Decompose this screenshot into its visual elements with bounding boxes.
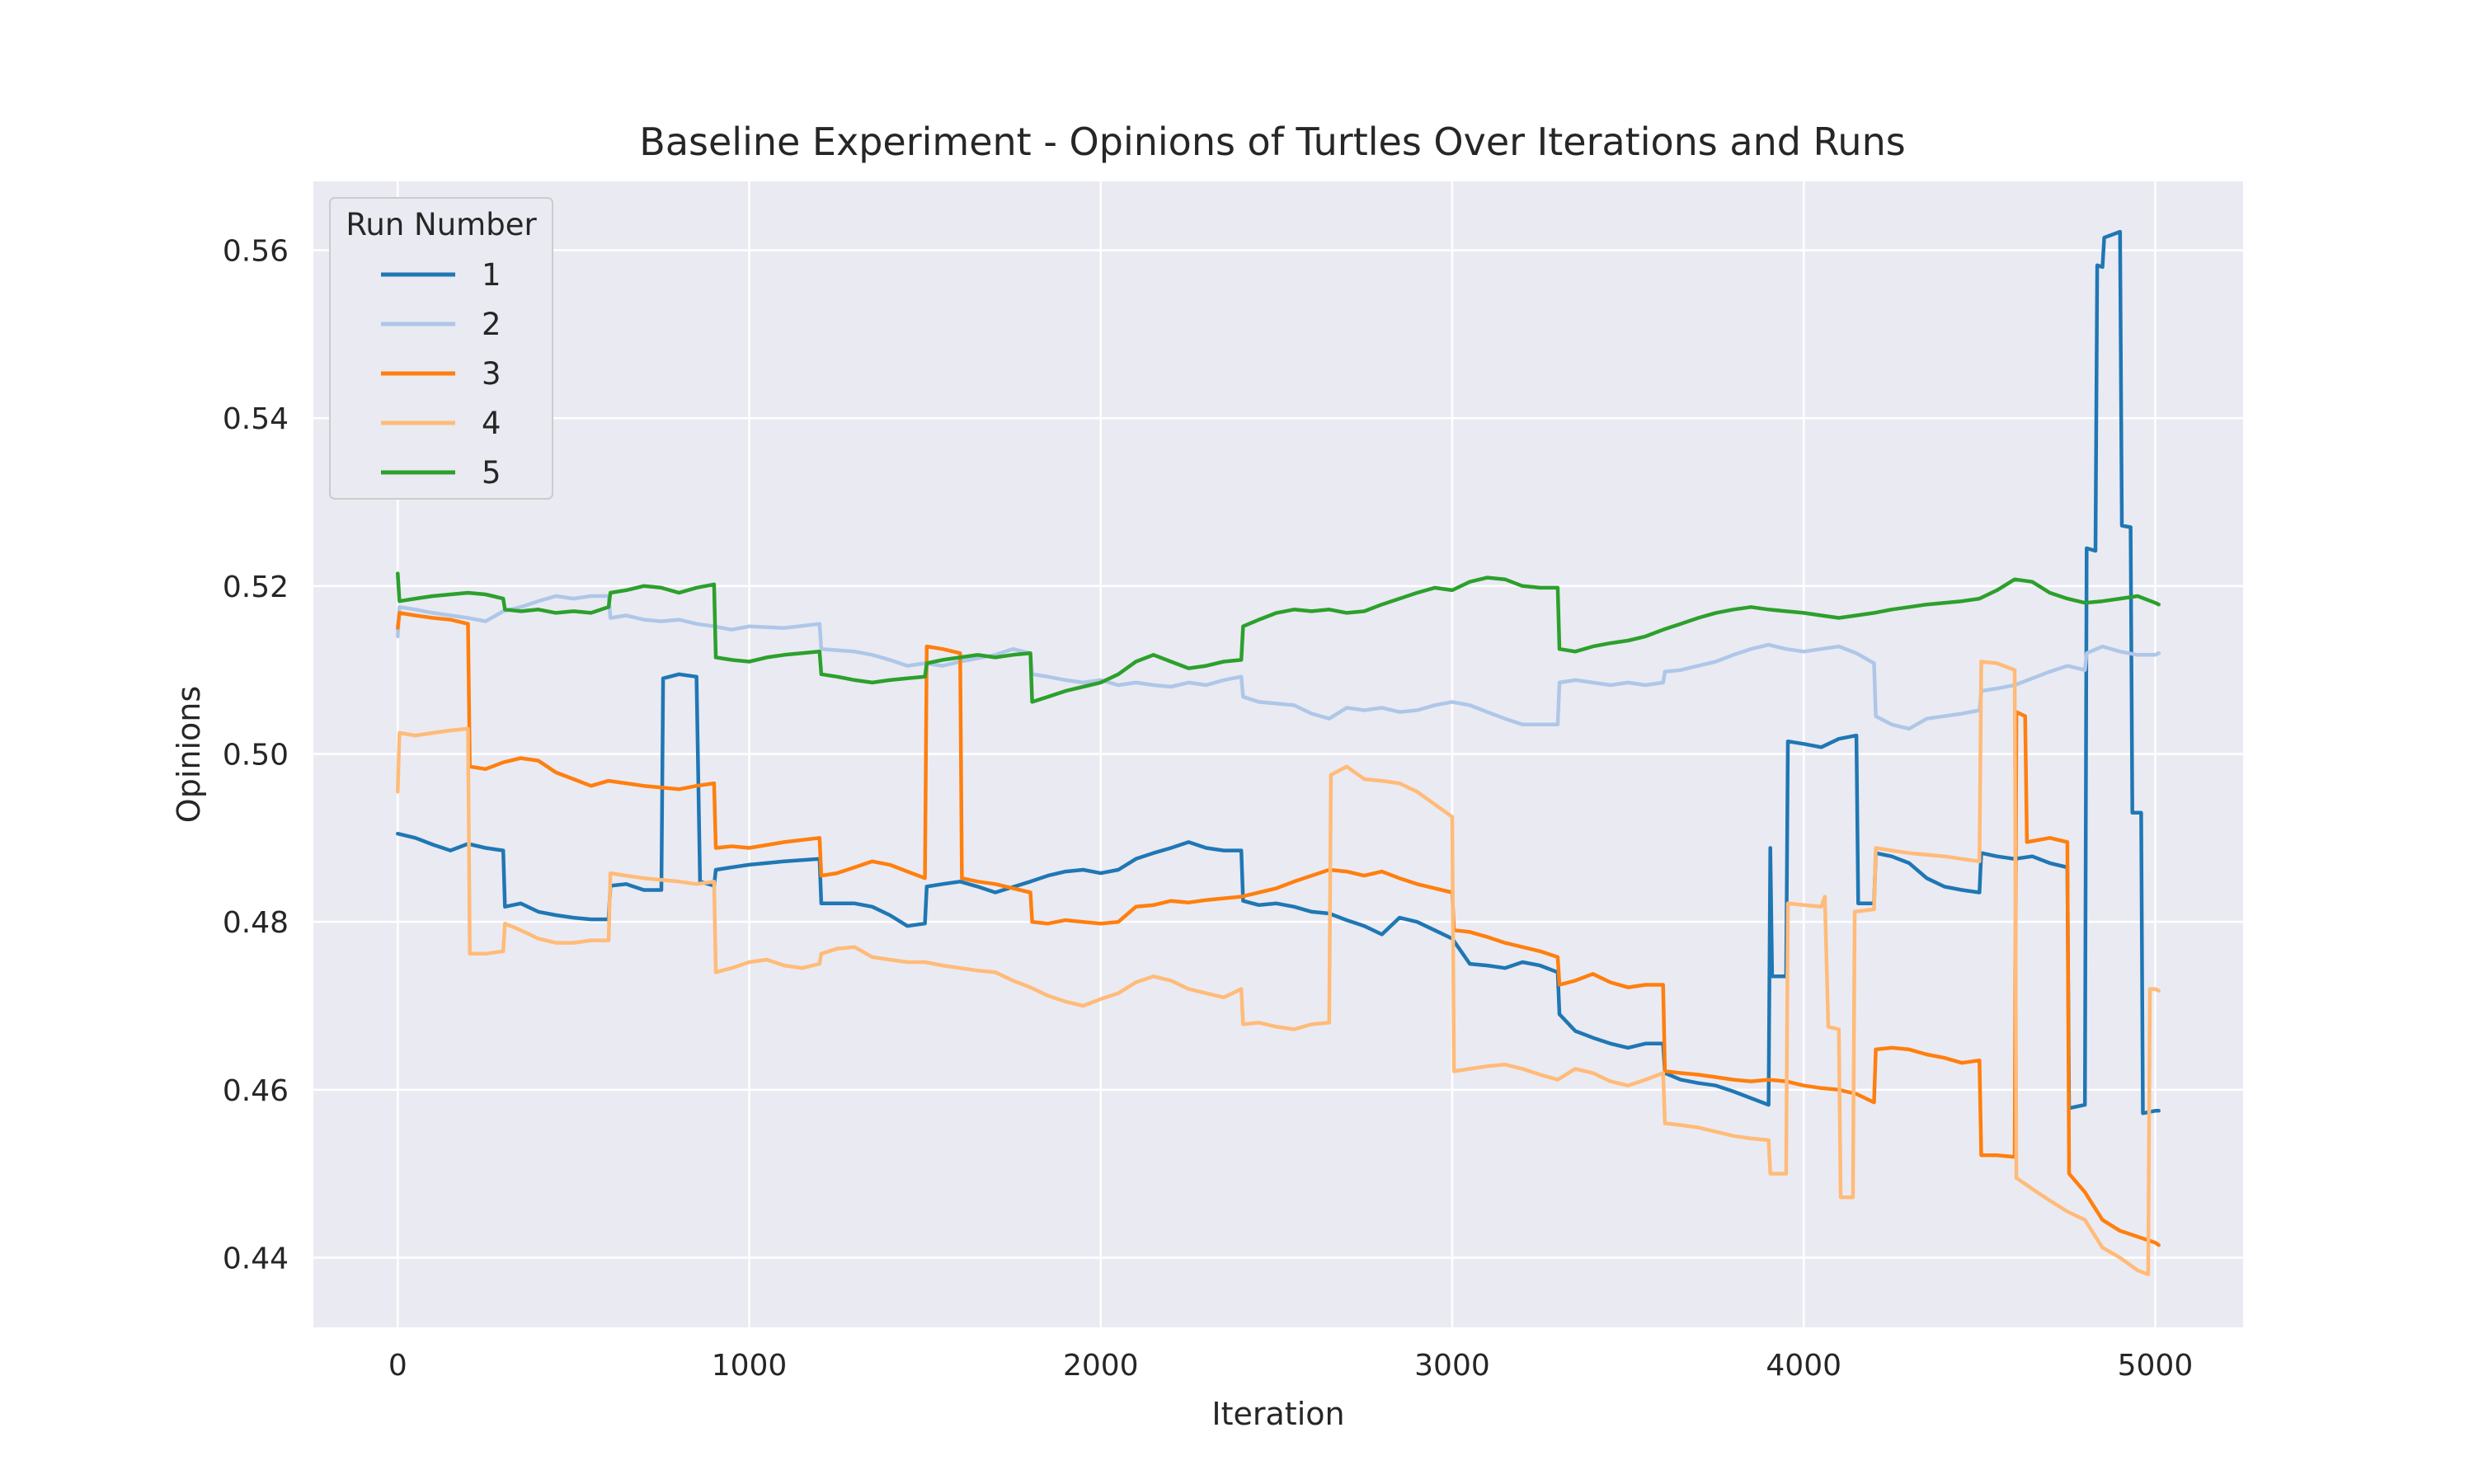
series-line-3	[396, 611, 2161, 1247]
y-tick-label: 0.54	[223, 402, 289, 436]
legend: Run Number 1 2 3 4 5	[329, 197, 553, 500]
legend-label-2: 2	[482, 307, 501, 342]
series-line-2	[396, 594, 2161, 731]
y-tick-label: 0.44	[223, 1242, 289, 1275]
x-tick-label: 4000	[1766, 1349, 1841, 1383]
y-tick-label: 0.50	[223, 738, 289, 772]
series-line-5	[396, 571, 2161, 704]
legend-title: Run Number	[346, 207, 537, 242]
legend-label-3: 3	[482, 356, 501, 392]
y-axis-ticks: 0.44 0.46 0.48 0.50 0.52 0.54 0.56	[223, 235, 289, 1276]
chart-title: Baseline Experiment - Opinions of Turtle…	[639, 120, 1905, 164]
y-tick-label: 0.46	[223, 1074, 289, 1108]
x-tick-label: 3000	[1414, 1349, 1490, 1383]
x-axis-label: Iteration	[1211, 1396, 1344, 1432]
series-line-1	[396, 229, 2161, 1115]
x-tick-label: 5000	[2118, 1349, 2194, 1383]
x-axis-ticks: 0 1000 2000 3000 4000 5000	[388, 1349, 2193, 1383]
grid-lines	[313, 181, 2243, 1327]
series-layer	[396, 229, 2161, 1277]
legend-label-4: 4	[482, 406, 501, 441]
y-axis-label: Opinions	[171, 686, 207, 823]
y-tick-label: 0.48	[223, 906, 289, 940]
series-line-4	[396, 660, 2161, 1277]
x-tick-label: 2000	[1063, 1349, 1139, 1383]
y-tick-label: 0.52	[223, 571, 289, 604]
legend-label-1: 1	[482, 257, 501, 293]
legend-box	[329, 197, 553, 500]
y-tick-label: 0.56	[223, 235, 289, 269]
legend-label-5: 5	[482, 455, 501, 491]
x-tick-label: 1000	[712, 1349, 788, 1383]
x-tick-label: 0	[388, 1349, 407, 1383]
